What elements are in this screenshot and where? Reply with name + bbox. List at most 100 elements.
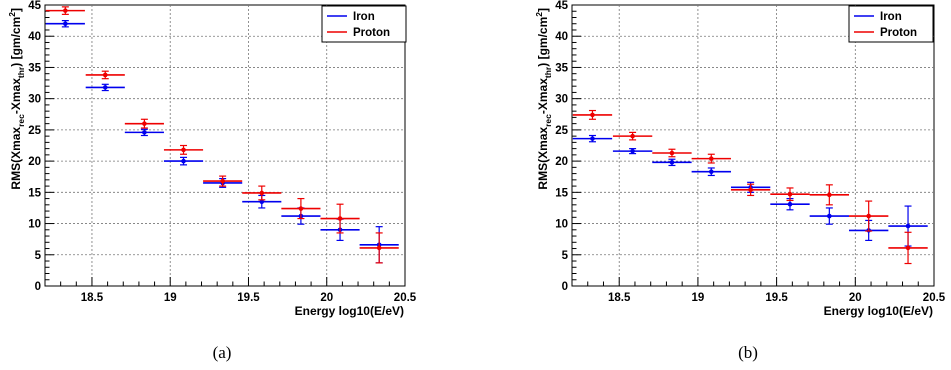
data-point xyxy=(572,134,613,143)
x-axis-title: Energy log10(E/eV) xyxy=(824,304,933,318)
marker xyxy=(748,187,753,193)
x-tick-label: 19.5 xyxy=(765,292,788,304)
y-axis-title-part: ] xyxy=(536,8,550,12)
marker xyxy=(708,156,714,161)
chart-panel-2: 0 5 10 15 20 25 30 35 40 45 18.5 19 19.5 20 20.5Energy… xyxy=(534,0,946,362)
y-tick-label: 35 xyxy=(555,62,568,74)
data-point xyxy=(281,197,321,220)
marker xyxy=(590,112,595,118)
x-tick-label: 18.5 xyxy=(81,292,104,304)
y-tick-label: 5 xyxy=(35,250,42,262)
marker xyxy=(708,169,714,175)
y-tick-label: 0 xyxy=(562,281,568,293)
data-point xyxy=(124,128,164,137)
data-point xyxy=(242,194,282,209)
legend-box xyxy=(321,5,407,43)
marker xyxy=(376,245,382,251)
y-axis-title: RMS(Xmaxrec-Xmaxthr) [gm/cm2] xyxy=(7,8,26,190)
y-tick-label: 10 xyxy=(555,219,568,231)
data-point xyxy=(359,232,399,264)
y-axis-title-part: ) [gm/cm xyxy=(536,17,550,67)
data-point xyxy=(612,148,653,155)
legend: Iron Proton xyxy=(321,5,407,43)
data-point xyxy=(691,167,731,177)
marker xyxy=(827,192,832,198)
y-tick-label: 30 xyxy=(555,94,568,106)
panel-caption: (a) xyxy=(213,343,232,362)
x-tick-label: 20 xyxy=(849,292,862,304)
x-tick-label: 19.5 xyxy=(237,292,260,304)
marker xyxy=(259,199,265,204)
marker xyxy=(142,130,147,135)
y-tick-label: 10 xyxy=(28,219,41,231)
marker xyxy=(905,245,911,251)
y-axis-title-part: thr xyxy=(543,66,553,78)
marker xyxy=(142,121,147,126)
marker xyxy=(337,216,343,221)
data-point xyxy=(652,148,692,158)
x-tick-label: 19 xyxy=(692,292,705,304)
marker xyxy=(827,213,832,219)
data-point xyxy=(888,231,928,265)
data-point xyxy=(770,187,810,202)
marker xyxy=(669,160,675,165)
marker xyxy=(787,191,793,197)
y-axis-title: RMS(Xmaxrec-Xmaxthr) [gm/cm2] xyxy=(534,8,553,190)
marker xyxy=(298,206,304,211)
data-point xyxy=(45,20,85,28)
y-axis-title-part: rec xyxy=(543,114,553,127)
data-point xyxy=(85,70,125,80)
data-point xyxy=(242,185,282,201)
y-tick-label: 45 xyxy=(555,0,568,12)
y-tick-label: 20 xyxy=(28,156,41,168)
data-point xyxy=(809,207,850,225)
legend: Iron Proton xyxy=(848,5,934,43)
plot-frame xyxy=(571,4,935,287)
x-tick-label: 20.5 xyxy=(394,292,417,304)
y-tick-label: 25 xyxy=(555,125,568,137)
x-tick-label: 18.5 xyxy=(608,292,631,304)
series-proton xyxy=(45,6,399,264)
y-axis-title-part: ] xyxy=(9,8,23,12)
y-tick-label: 20 xyxy=(555,156,568,168)
x-tick-label: 20.5 xyxy=(923,292,946,304)
data-point xyxy=(652,158,692,167)
marker xyxy=(905,223,911,229)
marker xyxy=(866,213,871,219)
data-point xyxy=(163,156,204,166)
marker xyxy=(63,8,68,13)
legend-label: Proton xyxy=(880,27,917,39)
marker xyxy=(181,147,186,153)
marker xyxy=(102,72,108,78)
data-point xyxy=(572,109,613,120)
y-tick-label: 30 xyxy=(28,94,41,106)
y-tick-label: 45 xyxy=(28,0,41,12)
legend-box xyxy=(848,5,934,43)
data-point xyxy=(124,118,164,129)
y-tick-label: 25 xyxy=(28,125,41,137)
marker xyxy=(630,133,635,139)
data-point xyxy=(730,183,771,197)
plot-frame xyxy=(44,4,406,287)
marker xyxy=(63,21,68,27)
marker xyxy=(259,190,265,196)
series-iron xyxy=(572,134,928,247)
x-axis-title: Energy log10(E/eV) xyxy=(295,304,404,318)
y-axis-title-part: RMS(Xmax xyxy=(9,127,23,190)
x-tick-label: 19 xyxy=(164,292,177,304)
marker xyxy=(630,148,635,154)
y-axis-title-part: rec xyxy=(16,114,26,127)
data-point xyxy=(320,203,360,234)
chart-panel-1: 0 5 10 15 20 25 30 35 40 45 18.5 19 19.5 20 20.5Energy… xyxy=(7,0,417,362)
marker xyxy=(181,158,186,164)
y-axis-title-part: ) [gm/cm xyxy=(9,17,23,67)
y-tick-label: 15 xyxy=(28,187,41,199)
data-point xyxy=(849,200,889,232)
legend-label: Iron xyxy=(353,11,375,23)
data-point xyxy=(691,153,731,164)
y-axis-title-part: -Xmax xyxy=(9,78,23,114)
data-point xyxy=(163,144,204,155)
marker xyxy=(102,85,108,90)
y-axis-title-part: 2 xyxy=(534,12,544,17)
